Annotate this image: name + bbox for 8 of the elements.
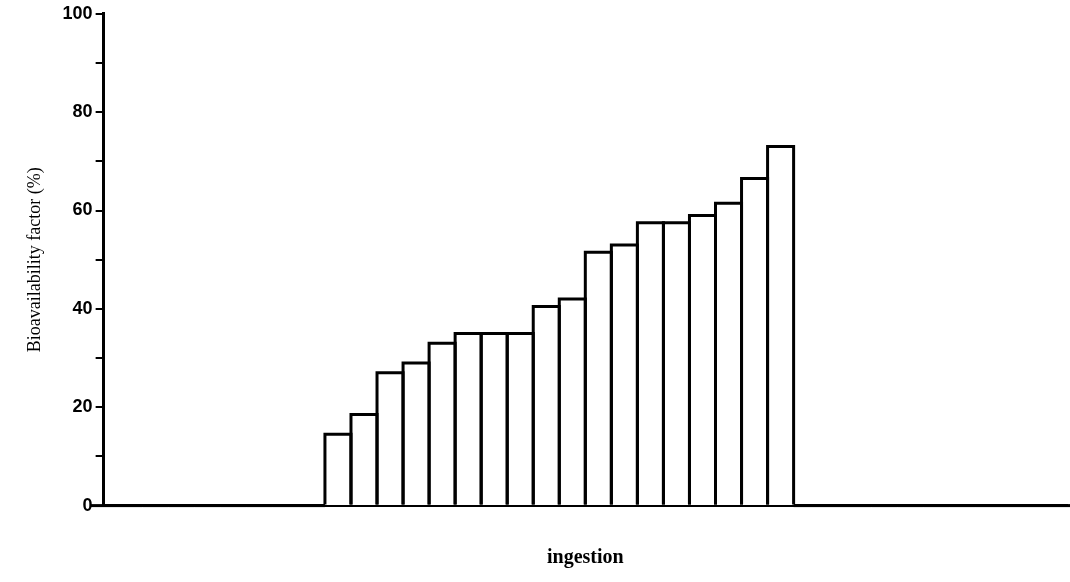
y-tick-label: 0 — [82, 494, 93, 515]
y-tick-label: 100 — [62, 2, 93, 23]
y-tick-label: 20 — [72, 396, 93, 417]
x-axis-title: ingestion — [546, 545, 624, 569]
y-axis-title: Bioavailability factor (%) — [23, 167, 45, 353]
y-tick-label: 40 — [72, 297, 93, 318]
y-tick-label: 80 — [72, 101, 93, 122]
y-tick-label: 60 — [72, 199, 93, 220]
